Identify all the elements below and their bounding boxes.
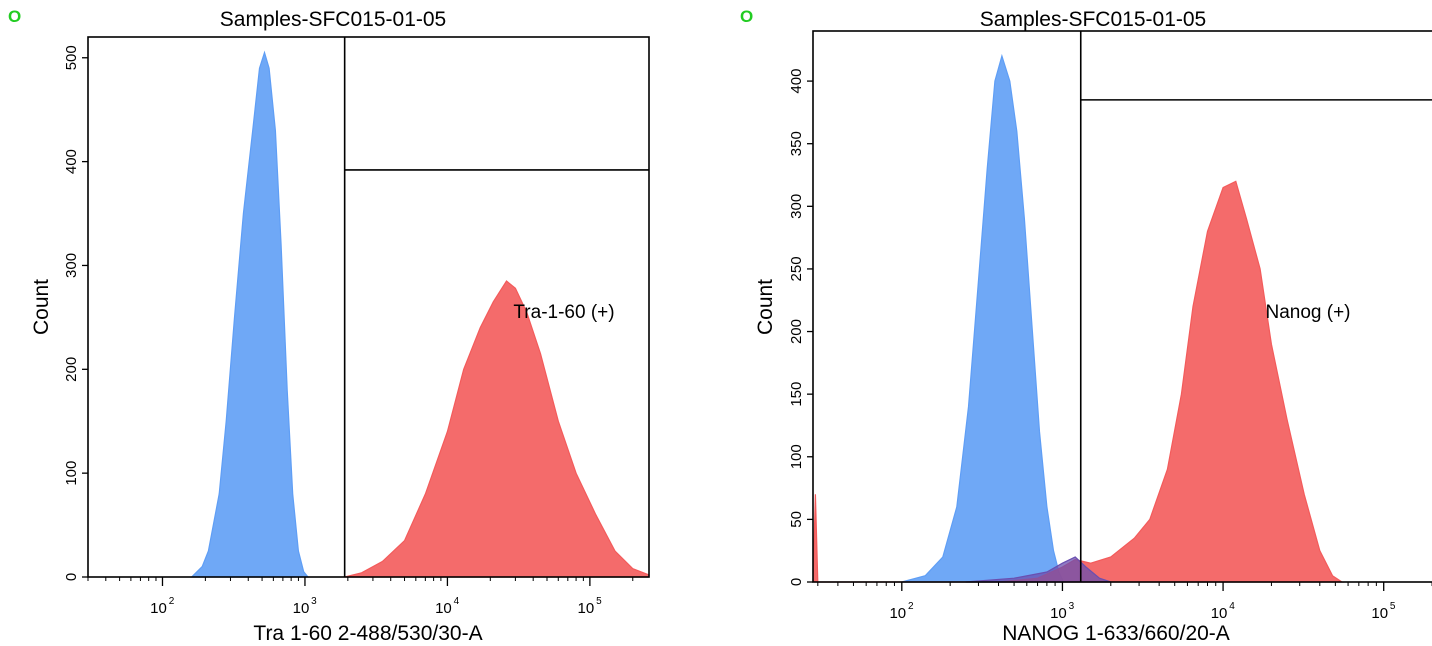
x-tick-exponent: 4 [1229, 601, 1235, 612]
y-tick-label: 350 [788, 131, 805, 156]
y-tick-label: 400 [788, 69, 805, 94]
chart-title: Samples-SFC015-01-05 [220, 8, 446, 31]
plot-frame [87, 36, 650, 578]
gate-label: Tra-1-60 (+) [513, 302, 614, 323]
y-tick-label: 50 [788, 511, 805, 528]
y-tick-label: 150 [788, 382, 805, 407]
y-tick-label: 250 [788, 256, 805, 281]
chart-title: Samples-SFC015-01-05 [980, 8, 1206, 31]
y-axis-label: Count [754, 279, 777, 335]
y-tick-label: 0 [788, 578, 805, 586]
y-tick-label: 500 [63, 45, 80, 70]
series-2-area [965, 556, 1111, 583]
corner-marker: O [740, 7, 753, 26]
y-tick-label: 0 [63, 573, 80, 581]
y-tick-label: 400 [63, 149, 80, 174]
x-tick-label: 10 [150, 600, 167, 617]
corner-marker: O [8, 7, 21, 26]
x-tick-exponent: 2 [908, 601, 914, 612]
x-tick-exponent: 3 [1069, 601, 1075, 612]
plot-frame [812, 30, 1432, 583]
series-layer [812, 53, 1344, 583]
x-tick-label: 10 [578, 600, 595, 617]
y-tick-label: 100 [788, 444, 805, 469]
x-tick-exponent: 2 [169, 596, 175, 607]
x-tick-label: 10 [1050, 605, 1067, 622]
x-tick-exponent: 4 [454, 596, 460, 607]
series-1-area [812, 180, 1344, 583]
x-axis-label: NANOG 1-633/660/20-A [1002, 622, 1230, 645]
x-tick-label: 10 [293, 600, 310, 617]
y-tick-label: 200 [788, 319, 805, 344]
x-tick-exponent: 5 [1390, 601, 1396, 612]
x-tick-exponent: 5 [596, 596, 602, 607]
x-tick-label: 10 [889, 605, 906, 622]
y-tick-label: 300 [788, 194, 805, 219]
series-1-area [344, 280, 650, 578]
gate-layer [1079, 31, 1432, 582]
x-tick-label: 10 [1371, 605, 1388, 622]
x-tick-exponent: 3 [311, 596, 317, 607]
x-axis-label: Tra 1-60 2-488/530/30-A [253, 622, 482, 645]
y-tick-label: 100 [63, 461, 80, 486]
histogram-panel-nanog: O Samples-SFC015-01-05 Count NANOG 1-633… [740, 7, 1432, 645]
y-axis-label: Count [30, 279, 53, 335]
series-0-area [901, 53, 1063, 583]
gate-label: Nanog (+) [1265, 302, 1350, 323]
x-tick-label: 10 [435, 600, 452, 617]
gate-layer [343, 37, 649, 577]
series-layer [190, 50, 650, 578]
y-tick-label: 300 [63, 253, 80, 278]
x-tick-label: 10 [1211, 605, 1228, 622]
y-tick-label: 200 [63, 357, 80, 382]
series-0-area [190, 50, 310, 578]
histogram-panel-tra160: O Samples-SFC015-01-05 Count Tra 1-60 2-… [8, 7, 650, 645]
